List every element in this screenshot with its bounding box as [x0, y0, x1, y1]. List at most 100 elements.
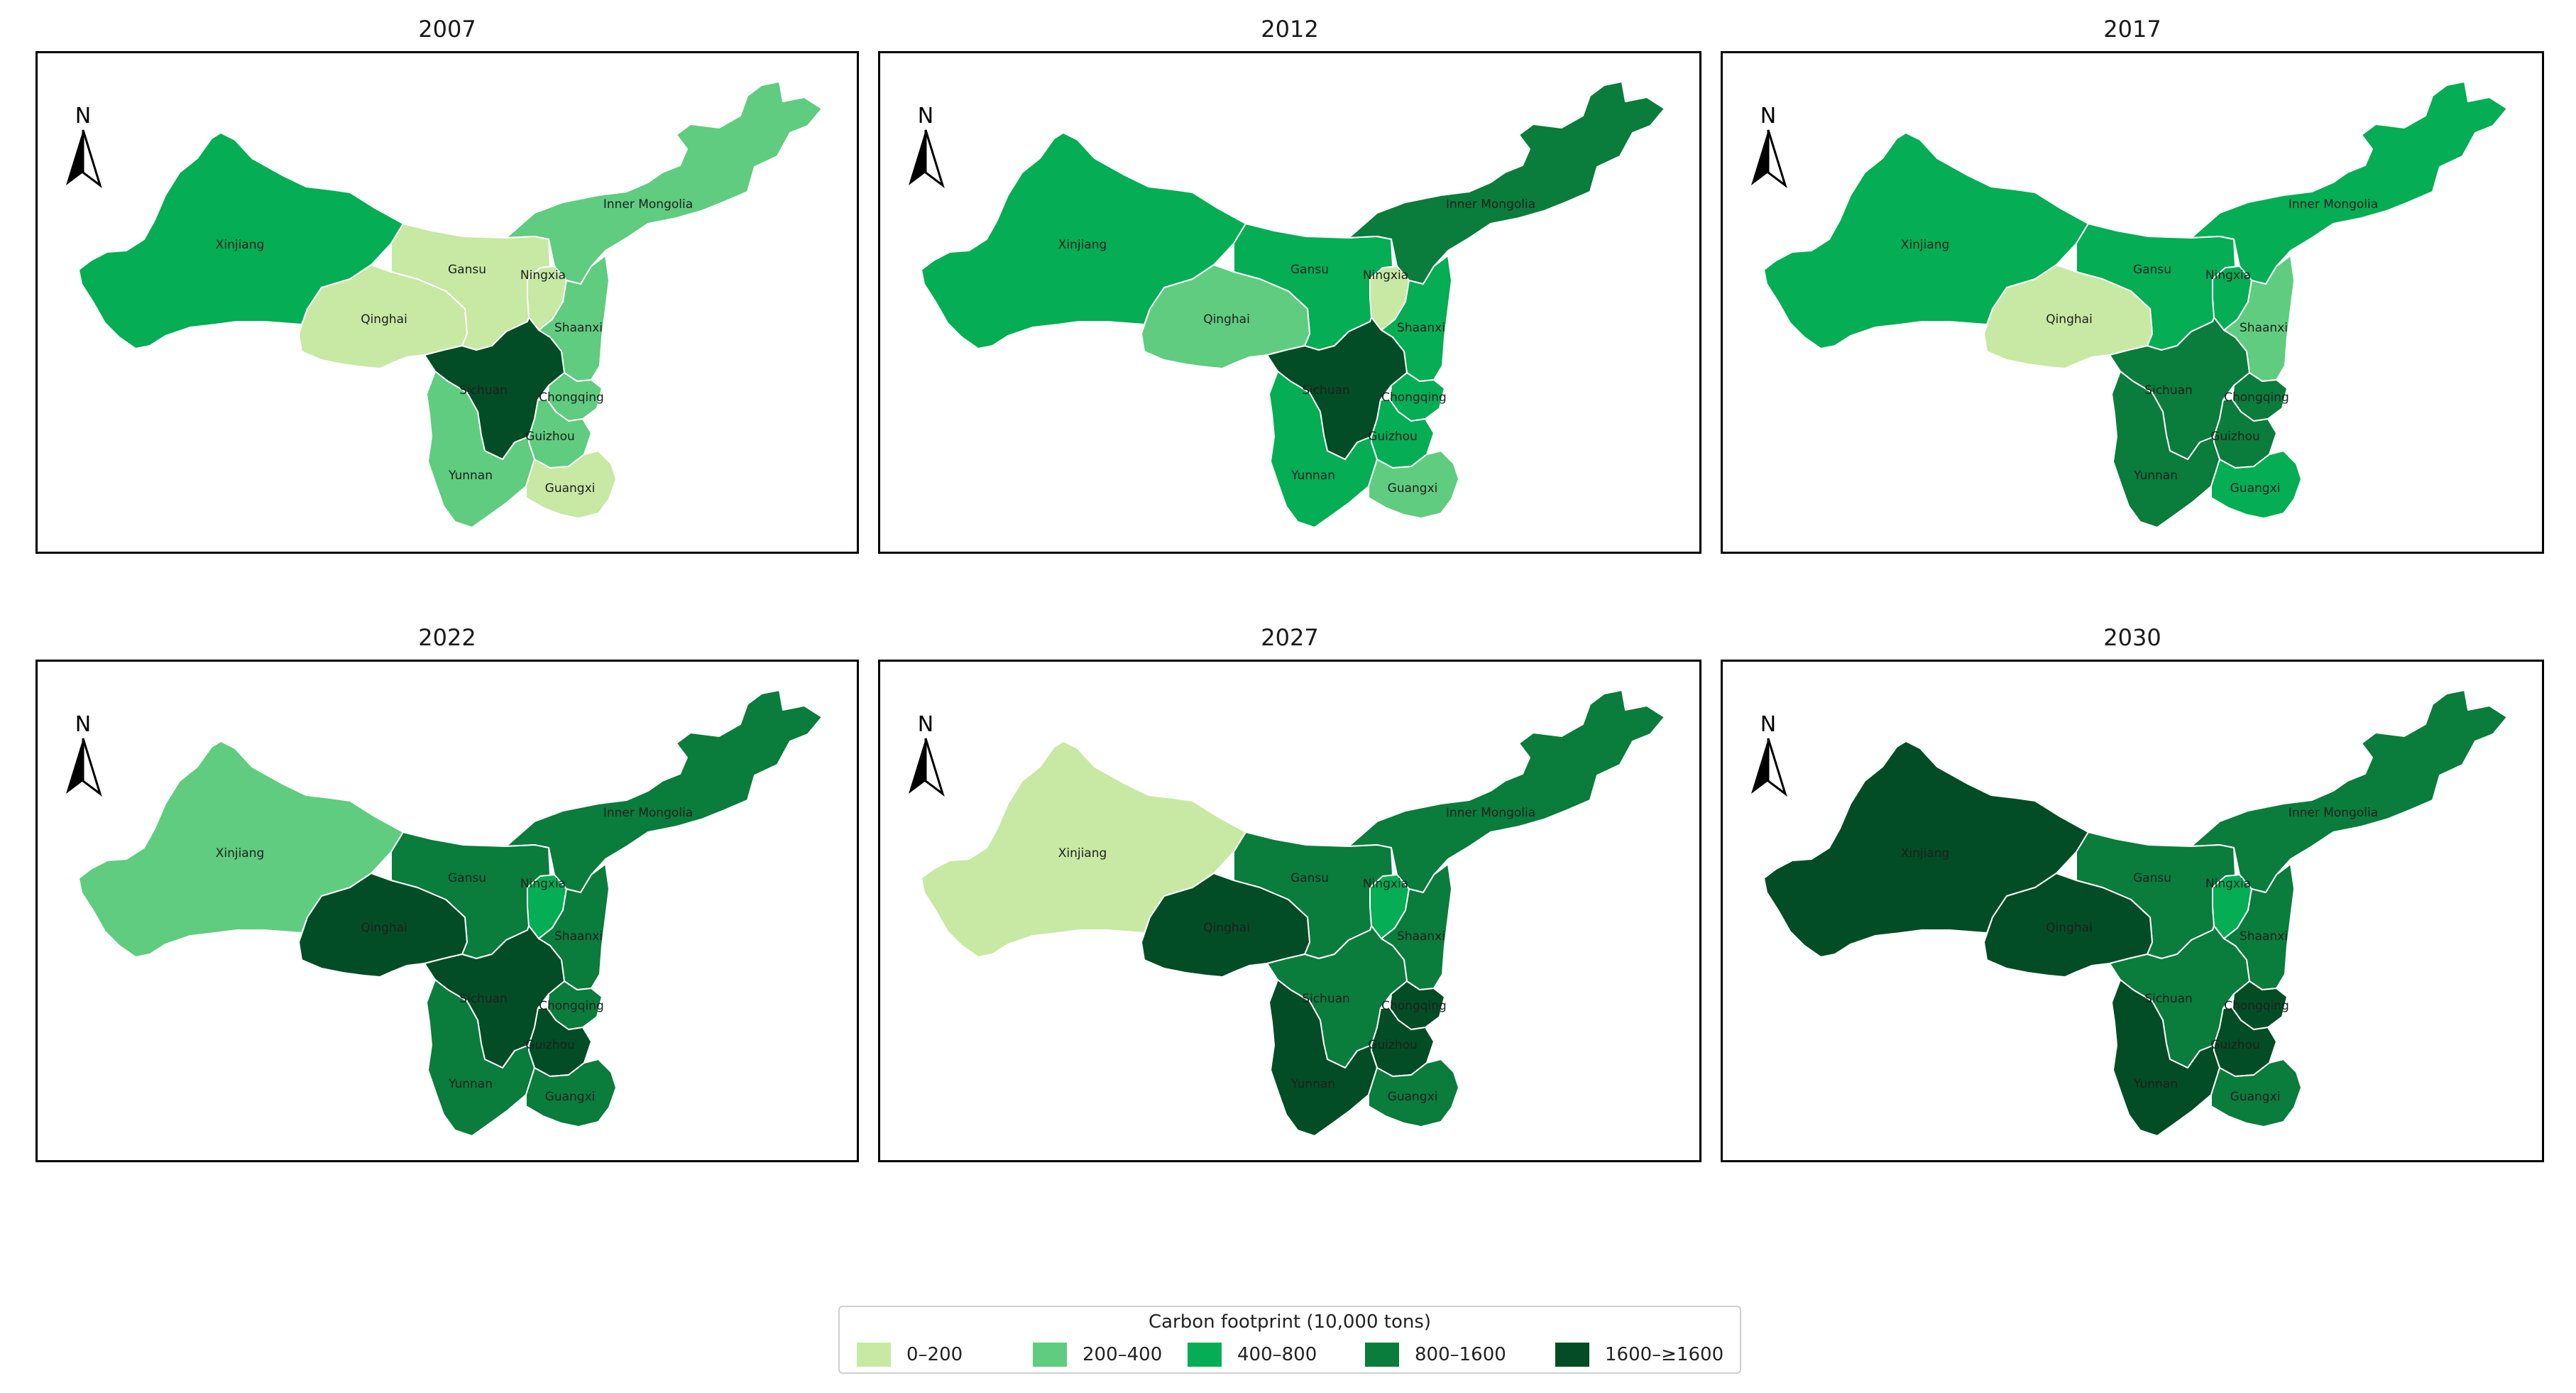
- north-label: N: [75, 712, 91, 737]
- map-2030: Xinjiang Inner Mongolia Gansu Ningxia Qingha…: [1751, 689, 2508, 1137]
- province-label-chongqing: Chongqing: [1381, 999, 1447, 1013]
- panel-title-2017: 2017: [2103, 16, 2161, 43]
- legend-item-4: 1600–≥1600: [1555, 1343, 1723, 1367]
- north-label: N: [1760, 712, 1776, 737]
- province-inner-mongolia: [505, 689, 823, 893]
- legend-item-2: 400–800: [1188, 1343, 1317, 1367]
- province-label-shaanxi: Shaanxi: [1397, 321, 1445, 335]
- north-arrow-icon: [909, 130, 926, 185]
- legend-label: 400–800: [1237, 1344, 1317, 1365]
- north-label: N: [1760, 104, 1776, 129]
- province-label-chongqing: Chongqing: [539, 390, 604, 405]
- province-label-shaanxi: Shaanxi: [1397, 929, 1445, 944]
- north-arrow-icon: [66, 130, 83, 185]
- panel-title-2022: 2022: [418, 624, 476, 651]
- legend-label: 0–200: [906, 1344, 963, 1365]
- province-label-shaanxi: Shaanxi: [554, 321, 603, 335]
- legend-title: Carbon footprint (10,000 tons): [1148, 1311, 1432, 1333]
- province-label-ningxia: Ningxia: [1363, 877, 1408, 891]
- province-inner-mongolia: [2191, 81, 2508, 285]
- province-inner-mongolia: [1348, 81, 1665, 285]
- legend-item-3: 800–1600: [1365, 1343, 1506, 1367]
- map-panel-2030: Xinjiang Inner Mongolia Gansu Ningxia Qingha…: [1721, 660, 2544, 1162]
- province-label-yunnan: Yunnan: [1290, 469, 1335, 483]
- map-2007: Xinjiang Inner Mongolia Gansu Ningxia Qingha…: [66, 81, 823, 528]
- north-arrow-icon: [1767, 738, 1787, 797]
- province-label-guangxi: Guangxi: [1388, 1090, 1438, 1104]
- province-label-guizhou: Guizhou: [2210, 1038, 2260, 1052]
- province-label-guangxi: Guangxi: [1388, 481, 1438, 496]
- province-inner-mongolia: [1348, 689, 1665, 893]
- province-label-yunnan: Yunnan: [448, 469, 493, 483]
- map-panel-2012: Xinjiang Inner Mongolia Gansu Ningxia Qingha…: [878, 51, 1701, 554]
- province-label-guizhou: Guizhou: [525, 430, 575, 444]
- province-label-yunnan: Yunnan: [1290, 1077, 1335, 1091]
- north-arrow-icon: [909, 738, 926, 794]
- province-label-shaanxi: Shaanxi: [2240, 321, 2288, 335]
- province-label-qinghai: Qinghai: [2046, 312, 2093, 327]
- legend-label: 800–1600: [1415, 1344, 1506, 1365]
- province-label-sichuan: Sichuan: [459, 992, 508, 1006]
- province-label-yunnan: Yunnan: [448, 1077, 493, 1091]
- province-label-yunnan: Yunnan: [2133, 469, 2178, 483]
- province-label-xinjiang: Xinjiang: [1901, 846, 1950, 861]
- province-label-sichuan: Sichuan: [2144, 383, 2193, 398]
- province-label-xinjiang: Xinjiang: [1058, 846, 1107, 861]
- legend-swatch: [1365, 1343, 1399, 1367]
- province-label-ningxia: Ningxia: [2205, 877, 2251, 891]
- province-guangxi: [525, 450, 617, 519]
- panel-title-2012: 2012: [1261, 16, 1319, 43]
- province-label-ningxia: Ningxia: [2205, 268, 2251, 283]
- province-label-sichuan: Sichuan: [459, 383, 508, 398]
- legend-swatch: [1555, 1343, 1589, 1367]
- province-label-gansu: Gansu: [1290, 871, 1329, 885]
- province-label-sichuan: Sichuan: [1302, 992, 1350, 1006]
- province-label-guizhou: Guizhou: [1368, 430, 1418, 444]
- legend: Carbon footprint (10,000 tons) 0–200 200…: [838, 1306, 1741, 1374]
- north-arrow-icon: [66, 738, 83, 794]
- province-label-qinghai: Qinghai: [2046, 921, 2093, 935]
- province-label-guizhou: Guizhou: [2210, 430, 2260, 444]
- province-label-ningxia: Ningxia: [520, 268, 566, 283]
- legend-item-0: 0–200: [857, 1343, 963, 1367]
- north-arrow-icon: [924, 129, 945, 188]
- map-panel-2007: Xinjiang Inner Mongolia Gansu Ningxia Qingha…: [35, 51, 859, 554]
- map-2012: Xinjiang Inner Mongolia Gansu Ningxia Qingha…: [909, 81, 1665, 528]
- north-label: N: [75, 104, 91, 129]
- province-label-chongqing: Chongqing: [1381, 390, 1447, 405]
- panel-title-2027: 2027: [1261, 624, 1319, 651]
- province-label-inner-mongolia: Inner Mongolia: [603, 197, 693, 212]
- province-label-guizhou: Guizhou: [525, 1038, 575, 1052]
- province-label-gansu: Gansu: [448, 263, 486, 277]
- north-arrow-icon: [82, 129, 102, 188]
- province-label-xinjiang: Xinjiang: [216, 846, 265, 861]
- province-label-xinjiang: Xinjiang: [1901, 238, 1950, 252]
- north-arrow-icon: [1767, 129, 1787, 188]
- map-2017: Xinjiang Inner Mongolia Gansu Ningxia Qingha…: [1751, 81, 2508, 528]
- legend-swatch: [857, 1343, 891, 1367]
- province-inner-mongolia: [2191, 689, 2508, 893]
- legend-swatch: [1033, 1343, 1067, 1367]
- legend-swatch: [1188, 1343, 1222, 1367]
- province-label-ningxia: Ningxia: [520, 877, 566, 891]
- north-arrow-icon: [1751, 130, 1768, 185]
- legend-label: 200–400: [1083, 1344, 1163, 1365]
- province-label-gansu: Gansu: [2133, 263, 2171, 277]
- province-label-qinghai: Qinghai: [361, 312, 407, 327]
- province-guangxi: [1368, 450, 1459, 519]
- province-label-inner-mongolia: Inner Mongolia: [2289, 806, 2378, 820]
- province-label-guangxi: Guangxi: [2230, 481, 2281, 496]
- north-arrow-icon: [924, 738, 945, 797]
- province-label-sichuan: Sichuan: [1302, 383, 1350, 398]
- province-label-gansu: Gansu: [2133, 871, 2171, 885]
- province-label-chongqing: Chongqing: [2224, 999, 2289, 1013]
- province-label-inner-mongolia: Inner Mongolia: [603, 806, 693, 820]
- province-label-chongqing: Chongqing: [2224, 390, 2289, 405]
- panel-title-2030: 2030: [2103, 624, 2161, 651]
- province-label-inner-mongolia: Inner Mongolia: [1446, 197, 1535, 212]
- province-label-guangxi: Guangxi: [545, 481, 596, 496]
- province-label-xinjiang: Xinjiang: [216, 238, 265, 252]
- legend-label: 1600–≥1600: [1605, 1344, 1724, 1365]
- province-guangxi: [1368, 1059, 1459, 1127]
- map-panel-2027: Xinjiang Inner Mongolia Gansu Ningxia Qingha…: [878, 660, 1701, 1162]
